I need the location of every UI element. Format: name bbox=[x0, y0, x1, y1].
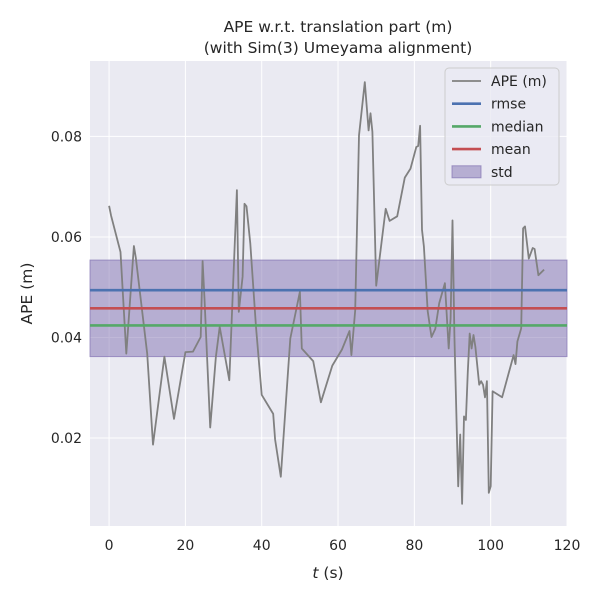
x-tick-label: 0 bbox=[105, 538, 114, 554]
legend-label-rmse: rmse bbox=[491, 97, 526, 113]
chart-subtitle: (with Sim(3) Umeyama alignment) bbox=[204, 39, 473, 57]
y-axis-label: APE (m) bbox=[18, 263, 36, 325]
legend-swatch-std bbox=[451, 165, 482, 179]
legend-label-std: std bbox=[491, 165, 513, 181]
y-tick-label: 0.02 bbox=[51, 431, 82, 447]
x-tick-label: 20 bbox=[176, 538, 194, 554]
y-tick-label: 0.08 bbox=[51, 129, 82, 145]
x-axis-label-unit: (s) bbox=[318, 564, 343, 582]
y-tick-label: 0.06 bbox=[51, 230, 82, 246]
x-tick-label: 80 bbox=[405, 538, 423, 554]
legend-label-median: median bbox=[491, 119, 543, 135]
x-tick-label: 40 bbox=[253, 538, 271, 554]
x-axis-label-var: t bbox=[312, 564, 319, 582]
legend-label-mean: mean bbox=[491, 142, 531, 158]
legend: APE (m) rmse median mean std bbox=[444, 67, 560, 186]
y-tick-label: 0.04 bbox=[51, 330, 82, 346]
legend-label-ape-m-: APE (m) bbox=[491, 74, 547, 90]
y-tick-labels: 0.02 0.04 0.06 0.08 bbox=[51, 129, 82, 447]
legend-items: APE (m) rmse median mean std bbox=[451, 74, 547, 181]
chart-title: APE w.r.t. translation part (m) bbox=[224, 18, 453, 36]
ape-series-line bbox=[108, 81, 545, 505]
x-tick-label: 60 bbox=[329, 538, 347, 554]
statistic-lines bbox=[90, 288, 567, 327]
x-tick-label: 100 bbox=[477, 538, 504, 554]
x-tick-labels: 0 20 40 60 80 100 120 bbox=[105, 538, 581, 554]
legend-box bbox=[444, 67, 560, 186]
x-tick-label: 120 bbox=[554, 538, 581, 554]
x-axis-label: t (s) bbox=[312, 564, 343, 582]
series-layer bbox=[108, 81, 545, 505]
